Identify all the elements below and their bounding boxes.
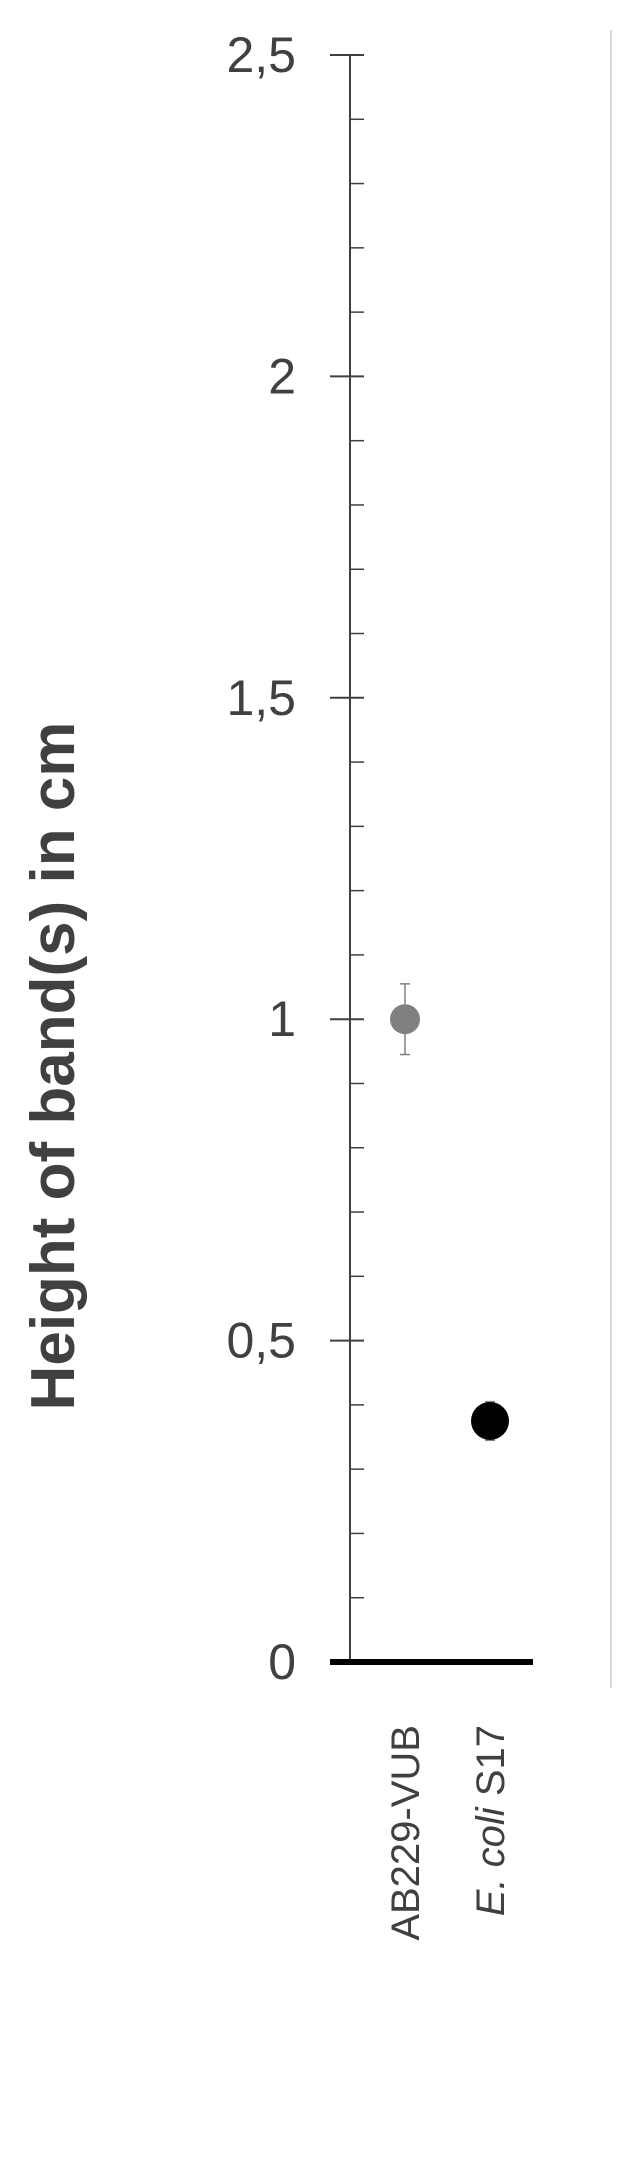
y-tick-label: 2 <box>268 348 296 404</box>
data-points <box>390 983 509 1441</box>
y-tick-label: 1 <box>268 991 296 1047</box>
y-tick-label: 0 <box>268 1634 296 1690</box>
y-axis: 0 0,5 1 1,5 2 2,5 <box>226 27 364 1690</box>
x-category-label: AB229-VUB <box>384 1725 428 1941</box>
y-tick-label: 2,5 <box>226 27 296 83</box>
y-tick-label: 0,5 <box>226 1313 296 1369</box>
x-category-label: E. coli S17 <box>469 1725 513 1916</box>
y-axis-label: Height of band(s) in cm <box>19 722 88 1411</box>
category-labels: AB229-VUB E. coli S17 <box>384 1725 513 1941</box>
data-point <box>471 1401 509 1440</box>
y-tick-label: 1,5 <box>226 670 296 726</box>
data-point <box>390 1004 420 1035</box>
